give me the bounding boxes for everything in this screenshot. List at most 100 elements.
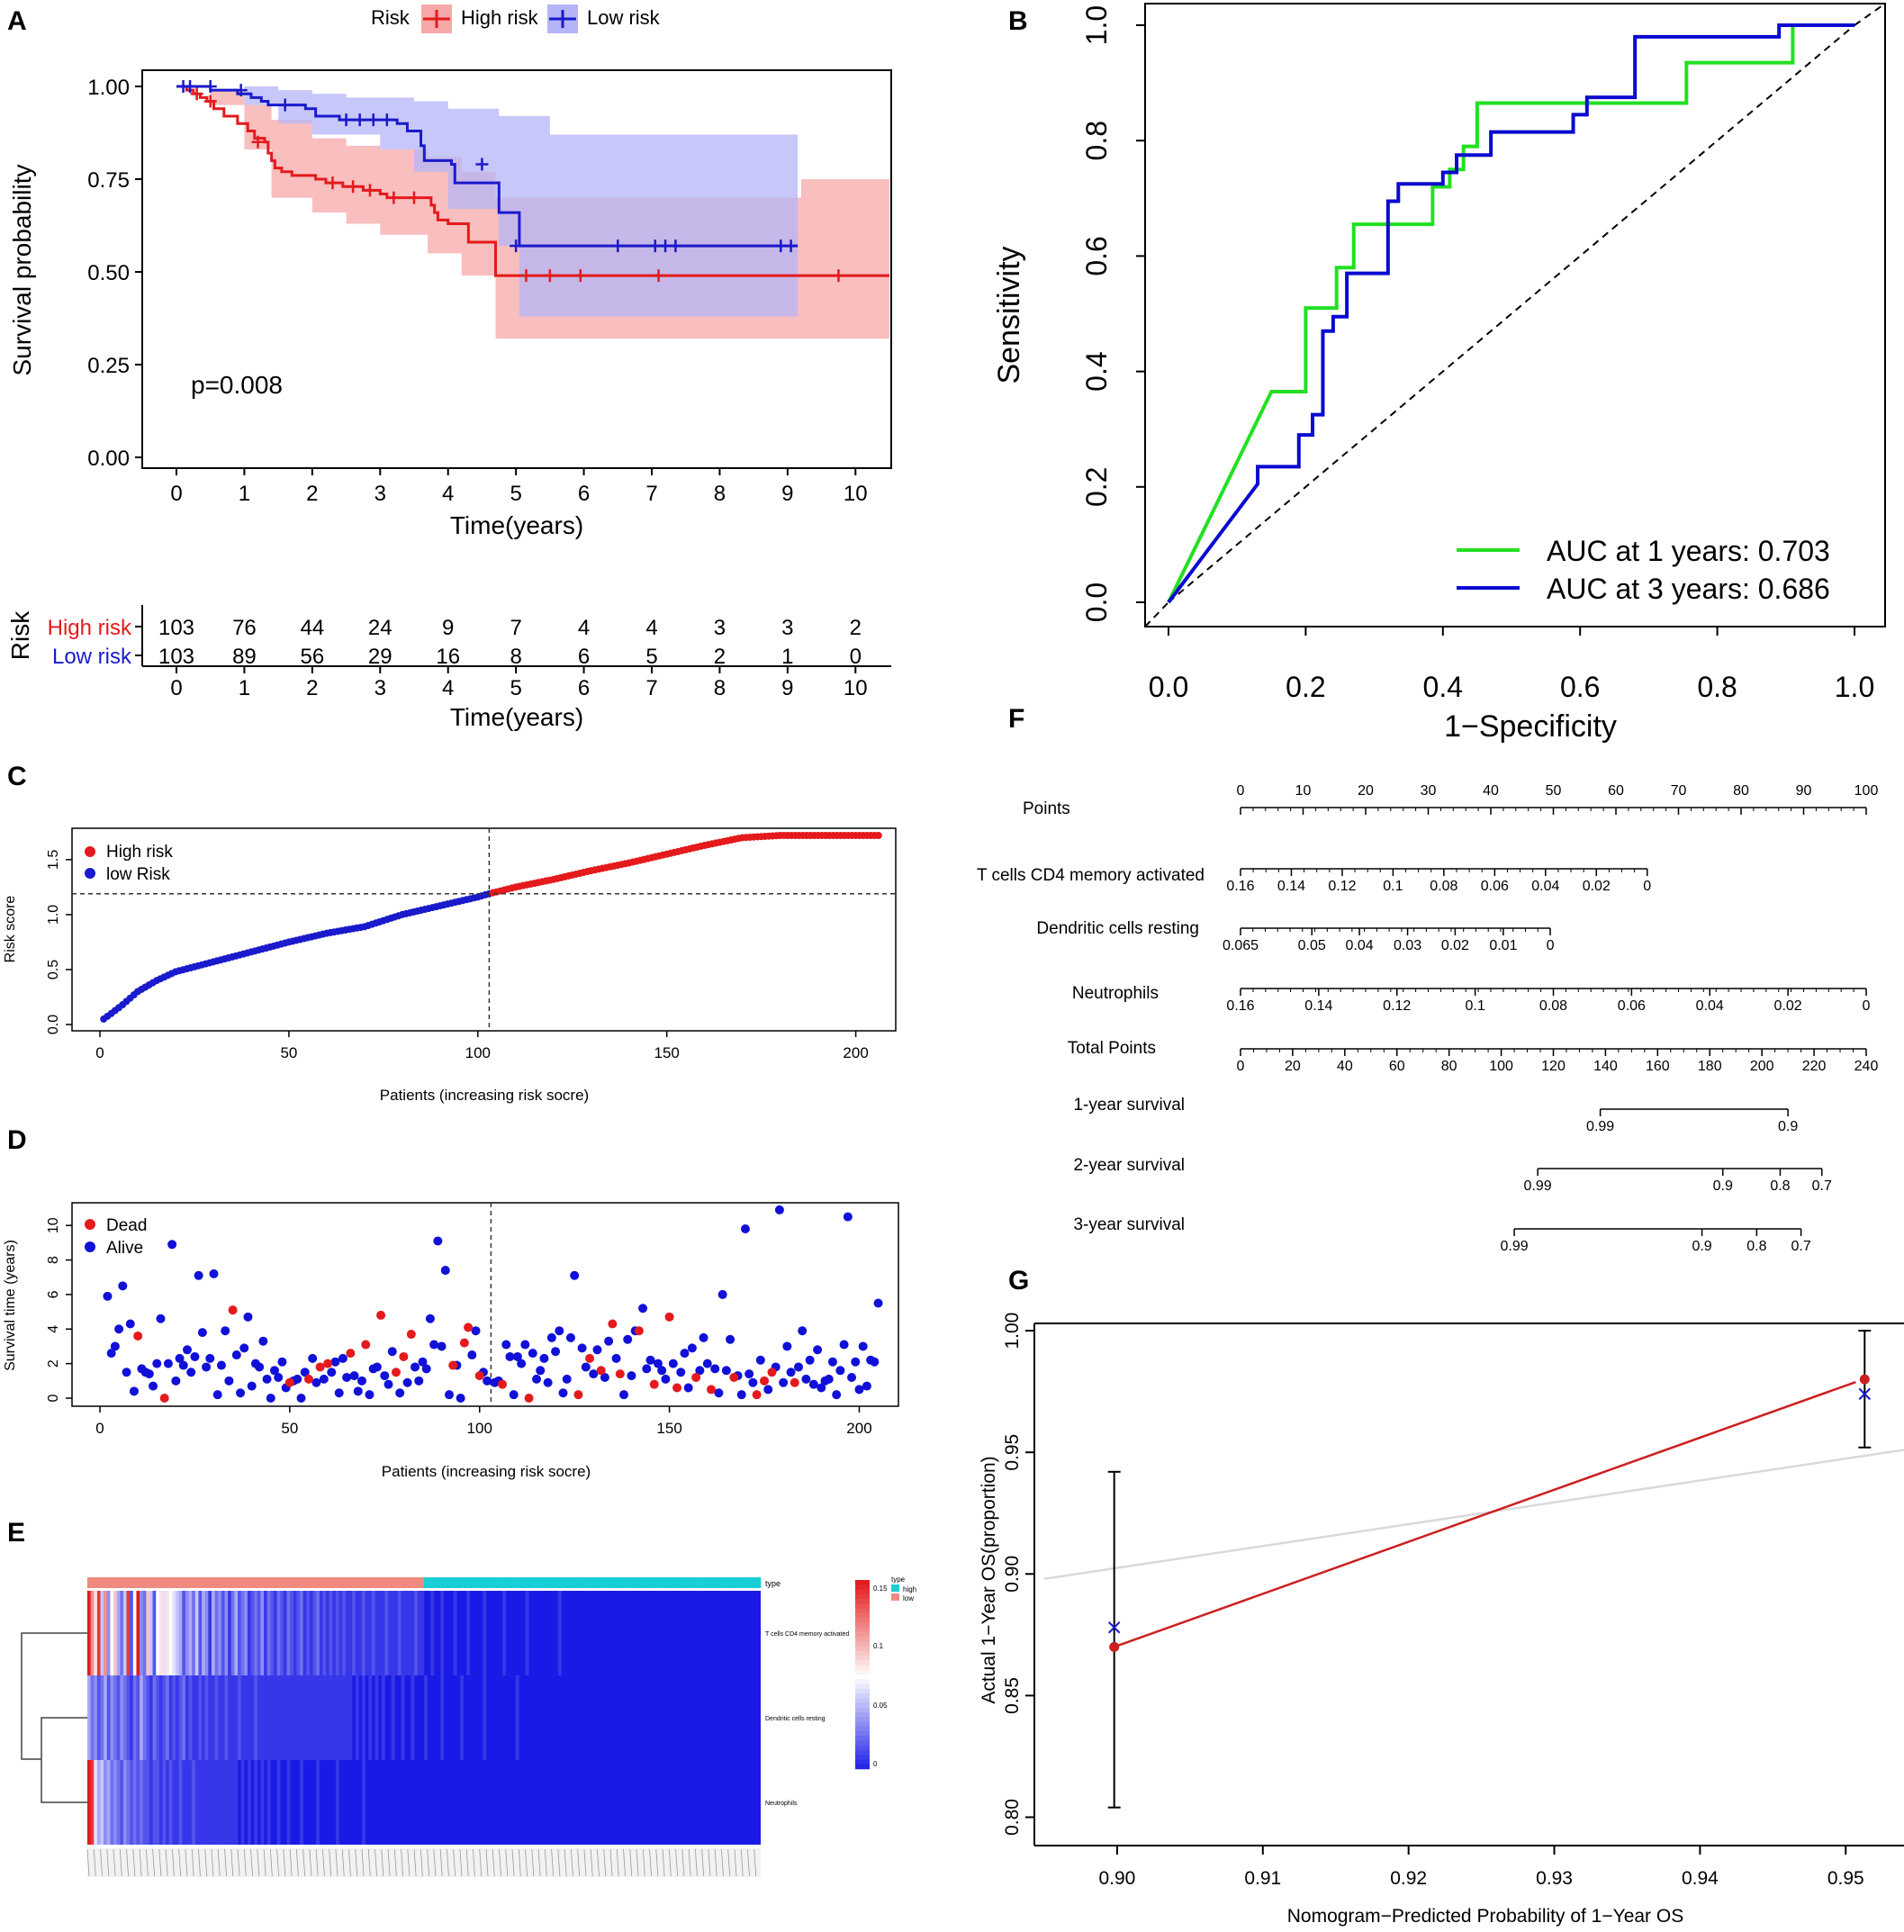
- y-tick-label: 4: [46, 1325, 61, 1333]
- dead-point: [634, 1326, 644, 1336]
- alive-point: [600, 1372, 609, 1382]
- heatmap-cell: [149, 1591, 153, 1675]
- type-cell: [629, 1577, 634, 1588]
- type-cell: [411, 1577, 415, 1588]
- alive-point: [782, 1341, 792, 1351]
- type-cell: [110, 1577, 114, 1588]
- sample-label-mark: [492, 1848, 495, 1877]
- type-cell: [689, 1577, 693, 1588]
- type-cell: [335, 1577, 339, 1588]
- nomogram-tick-label: 20: [1285, 1059, 1301, 1074]
- nomogram-tick-label: 0.9: [1713, 1178, 1733, 1194]
- type-cell: [597, 1577, 601, 1588]
- alive-point: [619, 1390, 628, 1400]
- heatmap-cell: [247, 1760, 251, 1845]
- alive-point: [843, 1212, 853, 1222]
- sample-label-mark: [329, 1848, 332, 1877]
- type-cell: [757, 1577, 762, 1588]
- dead-point: [498, 1379, 508, 1389]
- heatmap-cell: [260, 1675, 265, 1760]
- alive-point: [224, 1376, 234, 1386]
- alive-point: [638, 1304, 648, 1314]
- alive-point: [721, 1366, 731, 1376]
- heatmap-cell: [122, 1591, 127, 1675]
- x-tick-label: 0: [170, 676, 182, 700]
- scale-cell: [855, 1646, 870, 1651]
- type-cell: [430, 1577, 435, 1588]
- heatmap-cell: [185, 1675, 189, 1760]
- heatmap-cell: [198, 1591, 203, 1675]
- table-cell: 9: [442, 616, 454, 640]
- heatmap-cell: [440, 1591, 445, 1675]
- heatmap-cell: [228, 1675, 232, 1760]
- type-cell: [326, 1577, 329, 1588]
- type-cell: [519, 1577, 523, 1588]
- table-cell: 24: [368, 616, 393, 640]
- sample-label-mark: [714, 1848, 717, 1877]
- heatmap-cell: [136, 1675, 140, 1760]
- heatmap-cell: [142, 1675, 147, 1760]
- alive-point: [387, 1347, 397, 1357]
- type-cell: [463, 1577, 467, 1588]
- type-cell: [142, 1577, 147, 1588]
- type-cell: [483, 1577, 487, 1588]
- sample-label-mark: [178, 1848, 182, 1877]
- alive-point: [687, 1343, 697, 1353]
- heatmap-cell: [342, 1675, 347, 1760]
- alive-point: [642, 1364, 652, 1374]
- type-cell: [192, 1577, 196, 1588]
- heatmap-cell: [96, 1675, 101, 1760]
- x-tick-label: 0.0: [1149, 671, 1188, 703]
- alive-point: [680, 1349, 690, 1359]
- dead-point: [790, 1377, 799, 1387]
- sample-label-mark: [616, 1848, 619, 1877]
- type-cell: [685, 1577, 690, 1588]
- alive-point: [384, 1379, 393, 1389]
- alive-point: [509, 1390, 519, 1400]
- heatmap-cell: [224, 1760, 229, 1845]
- alive-point: [551, 1347, 561, 1357]
- heatmap-cell: [329, 1591, 333, 1675]
- type-cell: [747, 1577, 752, 1588]
- sample-label-mark: [420, 1848, 423, 1877]
- heatmap-cell: [401, 1591, 405, 1675]
- alive-point: [695, 1366, 705, 1376]
- heatmap-cell: [146, 1591, 150, 1675]
- scale-cell: [855, 1589, 870, 1594]
- type-cell: [581, 1577, 585, 1588]
- sample-label-mark: [505, 1848, 509, 1877]
- sample-label-mark: [309, 1848, 312, 1877]
- heatmap-cell: [378, 1591, 383, 1675]
- heatmap-cell: [182, 1591, 186, 1675]
- table-cell: 103: [158, 616, 194, 640]
- heatmap-cell: [244, 1591, 248, 1675]
- heatmap-cell: [440, 1675, 445, 1760]
- panel-label-c: C: [7, 762, 27, 791]
- heatmap-cell: [214, 1760, 219, 1845]
- heatmap-cell: [208, 1591, 212, 1675]
- heatmap-cell: [230, 1675, 235, 1760]
- heatmap-cell: [430, 1591, 435, 1675]
- alive-point: [274, 1372, 284, 1382]
- km-survival-plot: 0.00 0.25 0.50 0.75 1.00 0 1 2 3 4 5 6 7 8 9 10 Time(yea…: [8, 5, 892, 539]
- x-tick-label: 0.93: [1536, 1868, 1573, 1889]
- type-cell: [627, 1577, 631, 1588]
- scale-cell: [855, 1688, 870, 1694]
- type-cell: [244, 1577, 248, 1588]
- sample-label-mark: [230, 1848, 234, 1877]
- x-tick-label: 0.8: [1697, 671, 1737, 703]
- type-cell: [655, 1577, 660, 1588]
- alive-point: [562, 1374, 572, 1384]
- scale-cell: [855, 1679, 870, 1684]
- heatmap-cell: [110, 1591, 114, 1675]
- type-cell: [140, 1577, 144, 1588]
- table-cell: 103: [158, 645, 194, 669]
- nomogram-tick-label: 120: [1541, 1059, 1566, 1074]
- type-cell: [639, 1577, 644, 1588]
- table-cell: 2: [850, 616, 862, 640]
- nomogram-tick-label: 40: [1483, 783, 1499, 799]
- type-cell: [583, 1577, 588, 1588]
- dead-point: [346, 1349, 356, 1359]
- y-tick-label: 0.50: [87, 261, 130, 285]
- alive-point: [558, 1388, 568, 1398]
